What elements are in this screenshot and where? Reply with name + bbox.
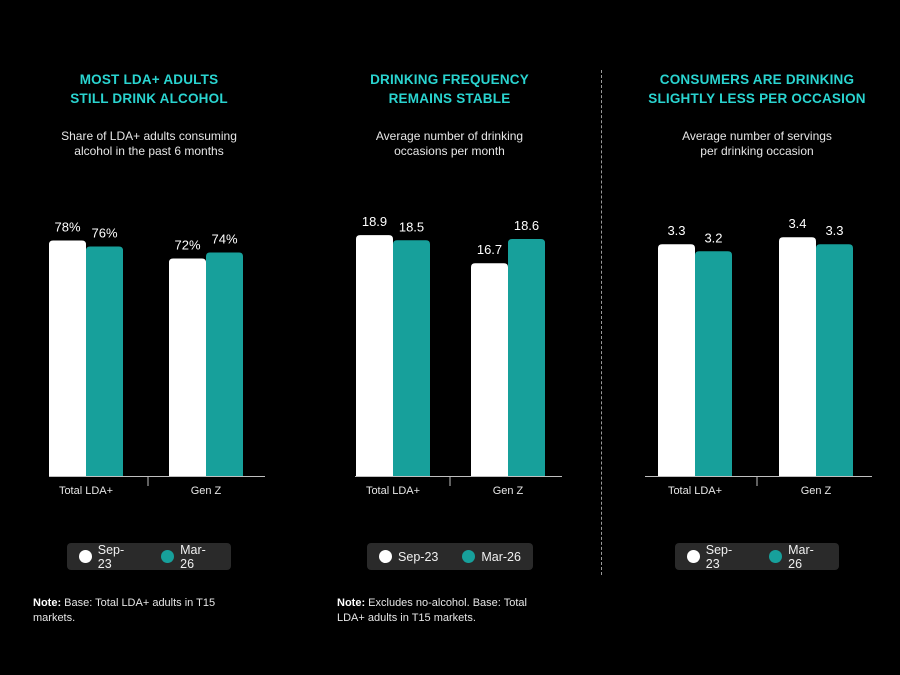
legend-label: Sep-23	[97, 542, 125, 571]
legend-label: Mar-26	[481, 549, 521, 564]
data-label: 3.2	[704, 230, 722, 245]
legend-item-sep23: Sep-23	[79, 543, 137, 571]
bar-mar26	[695, 251, 732, 476]
bar-chart-2: 18.9 18.5 Total LDA+ 16.7 18.6 Gen Z	[355, 214, 562, 497]
data-label: 18.6	[514, 218, 539, 233]
category-label: Total LDA+	[59, 485, 113, 497]
legend-item-sep23: Sep-23	[687, 543, 745, 571]
bar-sep23	[169, 258, 206, 476]
data-label: 3.3	[667, 223, 685, 238]
footnote: Note: Base: Total LDA+ adults in T15 mar…	[33, 596, 238, 626]
data-label: 18.5	[399, 219, 424, 234]
bar-chart-3: 3.3 3.2 Total LDA+ 3.4 3.3 Gen Z	[645, 216, 872, 497]
data-label: 3.4	[788, 216, 806, 231]
note-text: Base: Total LDA+ adults in T15 markets.	[33, 597, 216, 624]
chart-panel-1: MOST LDA+ ADULTS STILL DRINK ALCOHOL Sha…	[33, 0, 265, 675]
legend-item-mar26: Mar-26	[161, 543, 219, 571]
category-label: Total LDA+	[366, 485, 420, 497]
bar-mar26	[508, 238, 545, 476]
legend-dot-sep23	[79, 550, 92, 563]
note-text: Excludes no-alcohol. Base: Total LDA+ ad…	[337, 597, 527, 624]
legend-label: Sep-23	[705, 542, 733, 571]
data-label: 3.3	[825, 223, 843, 238]
legend: Sep-23 Mar-26	[675, 543, 839, 571]
legend-dot-mar26	[462, 550, 476, 563]
data-label: 74%	[211, 232, 237, 247]
category-label: Gen Z	[801, 485, 832, 497]
bar-chart-1: 78% 76% Total LDA+ 72% 74% Gen Z	[49, 219, 265, 497]
legend-label: Mar-26	[788, 542, 814, 571]
panel-title: MOST LDA+ ADULTS STILL DRINK ALCOHOL	[70, 72, 228, 106]
legend-item-sep23: Sep-23	[379, 550, 438, 564]
bar-mar26	[393, 240, 430, 476]
bar-sep23	[658, 244, 695, 476]
data-label: 18.9	[362, 214, 387, 229]
dashed-divider	[601, 70, 602, 575]
note-label: Note:	[33, 597, 62, 609]
panel-title: DRINKING FREQUENCY REMAINS STABLE	[370, 72, 529, 106]
legend: Sep-23 Mar-26	[67, 543, 231, 571]
data-label: 72%	[174, 238, 200, 253]
legend-dot-mar26	[769, 550, 783, 563]
bar-mar26	[86, 246, 123, 476]
note-label: Note:	[337, 597, 366, 609]
legend: Sep-23 Mar-26	[367, 543, 533, 570]
legend-dot-sep23	[687, 550, 700, 563]
panel-title: CONSUMERS ARE DRINKING SLIGHTLY LESS PER…	[648, 72, 866, 106]
panel-subtitle: Average number of drinking occasions per…	[375, 129, 524, 158]
bar-sep23	[49, 240, 86, 476]
bar-sep23	[779, 237, 816, 476]
category-label: Total LDA+	[668, 485, 722, 497]
legend-dot-sep23	[379, 550, 393, 563]
data-label: 78%	[54, 219, 80, 234]
chart-panel-3: CONSUMERS ARE DRINKING SLIGHTLY LESS PER…	[637, 0, 877, 675]
bar-sep23	[471, 263, 508, 476]
bar-sep23	[356, 235, 393, 476]
legend-item-mar26: Mar-26	[769, 543, 827, 571]
bar-mar26	[206, 252, 243, 476]
category-label: Gen Z	[191, 485, 222, 497]
legend-label: Mar-26	[180, 542, 206, 571]
chart-panel-2: DRINKING FREQUENCY REMAINS STABLE Averag…	[337, 0, 562, 675]
panel-subtitle: Average number of servings per drinking …	[682, 129, 832, 158]
legend-label: Sep-23	[398, 549, 439, 564]
category-label: Gen Z	[493, 485, 524, 497]
bar-mar26	[816, 244, 853, 476]
footnote: Note: Excludes no-alcohol. Base: Total L…	[337, 596, 542, 626]
legend-item-mar26: Mar-26	[462, 550, 521, 564]
panel-subtitle: Share of LDA+ adults consuming alcohol i…	[61, 129, 237, 158]
data-label: 76%	[91, 225, 117, 240]
legend-dot-mar26	[161, 550, 175, 563]
data-label: 16.7	[477, 242, 502, 257]
